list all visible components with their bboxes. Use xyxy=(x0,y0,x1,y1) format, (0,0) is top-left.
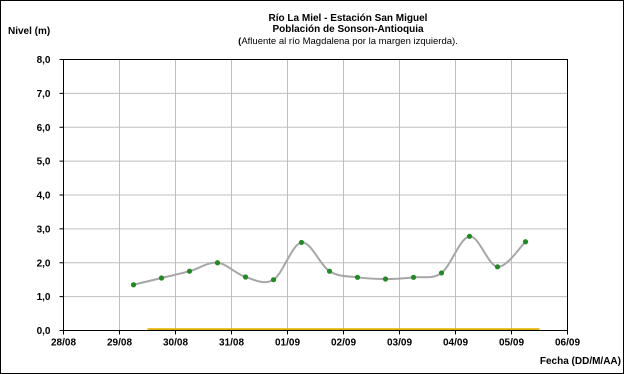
data-point xyxy=(354,274,361,280)
y-tick-label: 4,0 xyxy=(37,191,51,202)
y-tick-label: 7,0 xyxy=(37,89,51,100)
data-point xyxy=(466,233,473,239)
data-point xyxy=(522,239,529,245)
plot-area-border xyxy=(63,59,568,331)
y-tick-label: 8,0 xyxy=(37,55,51,66)
data-point xyxy=(214,260,221,266)
x-tick-label: 31/08 xyxy=(219,338,244,349)
series-line xyxy=(133,235,527,286)
data-point xyxy=(130,282,137,288)
x-tick-label: 05/09 xyxy=(499,338,524,349)
chart-subtitle: (Afluente al río Magdalena por la margen… xyxy=(238,36,458,47)
y-tick-label: 5,0 xyxy=(37,157,51,168)
ticks: 0,0 1,0 2,0 3,0 4,0 5,0 6,0 7,0 8,0 28/08 29/08 30/… xyxy=(37,55,581,349)
data-point xyxy=(186,268,193,274)
x-tick-label: 29/08 xyxy=(107,338,132,349)
y-tick-label: 2,0 xyxy=(37,258,51,269)
data-point xyxy=(298,239,305,246)
y-tick-label: 3,0 xyxy=(37,224,51,235)
data-point xyxy=(158,275,165,281)
data-point xyxy=(326,268,333,274)
data-point xyxy=(270,277,277,283)
x-tick-label: 01/09 xyxy=(275,338,300,349)
data-point xyxy=(382,276,389,282)
x-tick-label: 28/08 xyxy=(51,338,76,349)
data-point xyxy=(410,274,417,280)
y-axis-label: Nivel (m) xyxy=(8,26,50,37)
data-point xyxy=(494,264,501,270)
series-group xyxy=(130,233,529,288)
x-tick-label: 03/09 xyxy=(387,338,412,349)
y-tick-label: 6,0 xyxy=(37,123,51,134)
data-point xyxy=(438,270,445,276)
chart-title-line2: Población de Sonson-Antioquia xyxy=(272,24,424,35)
subtitle-text: Afluente al río Magdalena por la margen … xyxy=(241,36,458,47)
x-tick-label: 30/08 xyxy=(163,338,188,349)
x-tick-label: 04/09 xyxy=(443,338,468,349)
x-axis-label: Fecha (DD/M/AA) xyxy=(540,356,621,367)
y-tick-label: 1,0 xyxy=(37,292,51,303)
x-tick-label: 02/09 xyxy=(331,338,356,349)
subtitle-paren: ( xyxy=(238,36,242,47)
chart-title: Río La Miel - Estación San Miguel xyxy=(269,13,428,24)
grid xyxy=(63,59,568,331)
x-tick-label: 06/09 xyxy=(555,338,580,349)
y-tick-label: 0,0 xyxy=(37,326,51,337)
data-point xyxy=(242,274,249,280)
